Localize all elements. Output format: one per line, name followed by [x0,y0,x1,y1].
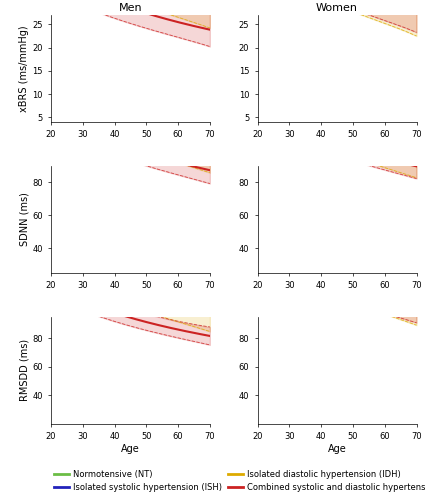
X-axis label: Age: Age [121,444,140,454]
X-axis label: Age: Age [328,444,346,454]
Y-axis label: SDNN (ms): SDNN (ms) [19,192,29,246]
Y-axis label: RMSDD (ms): RMSDD (ms) [19,340,29,402]
Title: Men: Men [119,3,142,13]
Y-axis label: xBRS (ms/mmHg): xBRS (ms/mmHg) [20,25,29,112]
Title: Women: Women [316,3,358,13]
Legend: Normotensive (NT), Isolated systolic hypertension (ISH), Isolated diastolic hype: Normotensive (NT), Isolated systolic hyp… [51,466,425,495]
